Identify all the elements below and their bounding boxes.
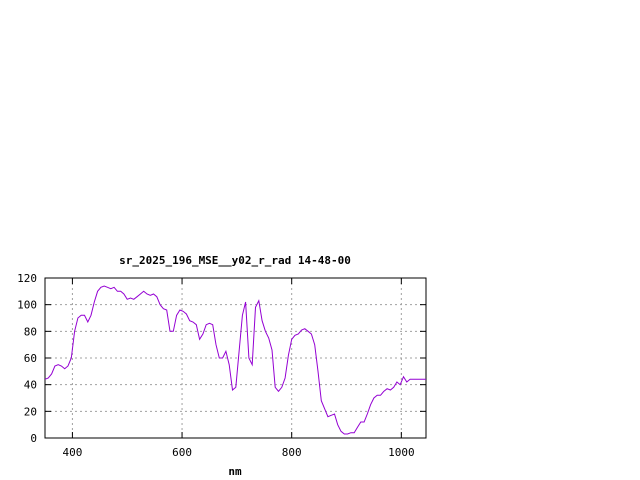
y-tick-label: 20: [24, 405, 37, 418]
y-tick-label: 80: [24, 325, 37, 338]
chart-title: sr_2025_196_MSE__y02_r_rad 14-48-00: [119, 254, 351, 267]
y-ticks: 0 20 40 60 80 100 120: [17, 272, 426, 445]
grid: [45, 278, 426, 438]
x-ticks: 400 600 800 1000: [62, 278, 415, 459]
x-tick-label: 600: [172, 446, 192, 459]
y-tick-label: 120: [17, 272, 37, 285]
series: [44, 285, 426, 435]
series-line: [44, 285, 426, 435]
x-axis-label: nm: [228, 465, 242, 478]
y-tick-label: 0: [30, 432, 37, 445]
y-tick-label: 40: [24, 379, 37, 392]
y-tick-label: 100: [17, 299, 37, 312]
x-tick-label: 1000: [388, 446, 415, 459]
x-tick-label: 400: [62, 446, 82, 459]
y-tick-label: 60: [24, 352, 37, 365]
x-tick-label: 800: [282, 446, 302, 459]
